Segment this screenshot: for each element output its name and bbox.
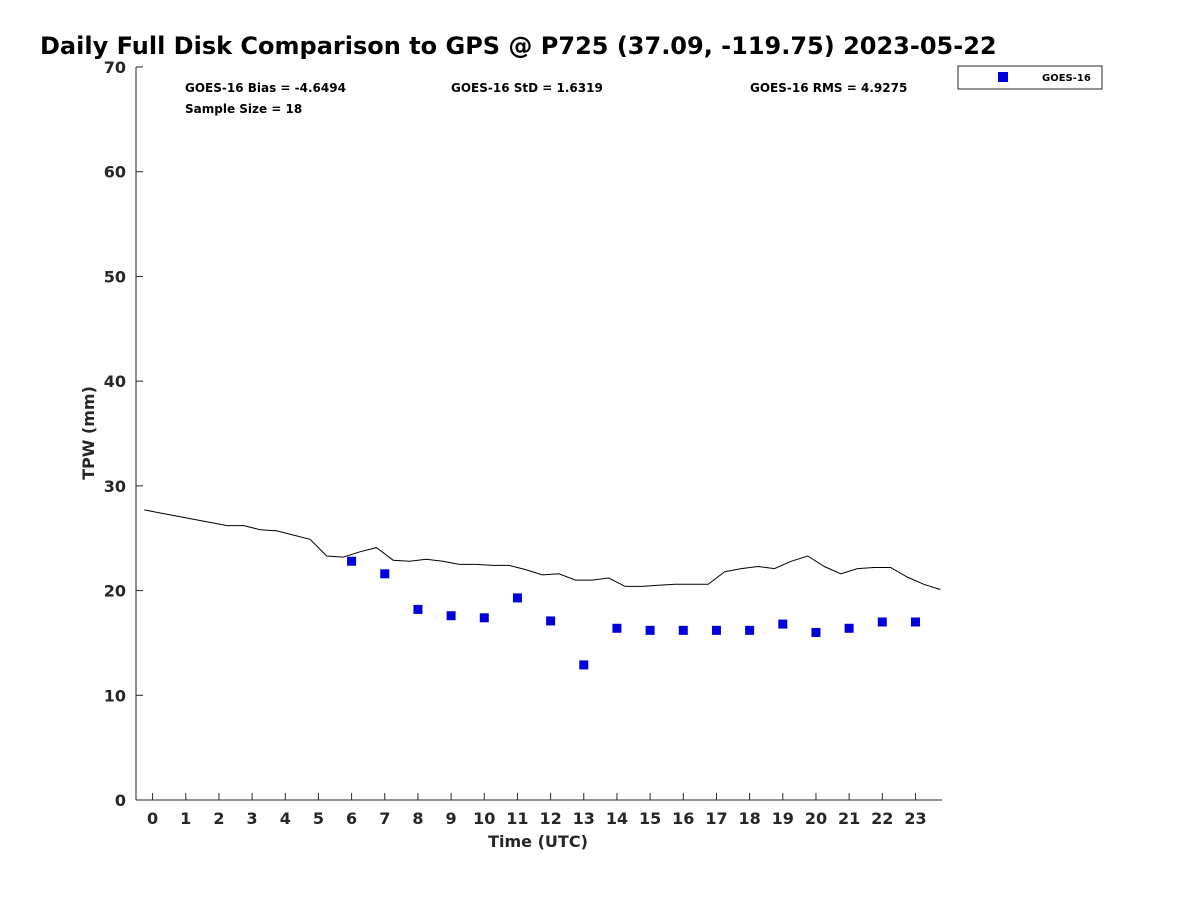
chart-title: Daily Full Disk Comparison to GPS @ P725…: [40, 32, 997, 60]
y-axis-label: TPW (mm): [79, 386, 98, 480]
y-tick-label: 40: [104, 372, 126, 391]
x-tick-label: 22: [871, 809, 893, 828]
legend: GOES-16: [957, 65, 1103, 90]
x-tick-label: 18: [738, 809, 760, 828]
legend-marker-goes16: [998, 72, 1008, 82]
rms-stat: GOES-16 RMS = 4.9275: [750, 81, 907, 95]
x-tick-label: 13: [573, 809, 595, 828]
std-stat: GOES-16 StD = 1.6319: [451, 81, 603, 95]
x-tick-label: 9: [446, 809, 457, 828]
x-axis-label: Time (UTC): [488, 832, 588, 851]
x-tick-label: 4: [280, 809, 291, 828]
goes16-point: [910, 617, 920, 627]
goes16-point: [512, 593, 522, 603]
y-tick-label: 10: [104, 686, 126, 705]
x-tick-label: 15: [639, 809, 661, 828]
x-tick-label: 19: [772, 809, 794, 828]
x-tick-label: 14: [606, 809, 628, 828]
x-tick-label: 3: [247, 809, 258, 828]
goes16-point: [579, 660, 589, 670]
x-tick-label: 1: [180, 809, 191, 828]
legend-label-goes16: GOES-16: [1042, 73, 1091, 84]
x-tick-label: 16: [672, 809, 694, 828]
y-ticks: 0 10 20 30 40 50 60 70: [104, 58, 143, 810]
x-tick-label: 5: [313, 809, 324, 828]
goes16-point: [877, 617, 887, 627]
y-tick-label: 30: [104, 477, 126, 496]
x-tick-label: 17: [705, 809, 727, 828]
bias-stat: GOES-16 Bias = -4.6494: [185, 81, 346, 95]
x-tick-label: 21: [838, 809, 860, 828]
plot-area: [136, 67, 942, 800]
goes16-point: [612, 623, 622, 633]
x-ticks: 0 1 2 3 4 5 6 7 8 9 10 11 12 13 14 15 16 17 18 19 20 21 22 23: [147, 793, 927, 828]
x-tick-label: 23: [904, 809, 926, 828]
goes16-point: [380, 569, 390, 579]
goes16-point: [546, 616, 556, 626]
x-tick-label: 20: [805, 809, 827, 828]
goes16-point: [347, 556, 357, 566]
y-tick-label: 20: [104, 582, 126, 601]
goes16-point: [645, 625, 655, 635]
x-tick-label: 8: [412, 809, 423, 828]
x-tick-label: 12: [539, 809, 561, 828]
goes16-marker-series: [347, 556, 920, 670]
goes16-point: [678, 625, 688, 635]
y-tick-label: 50: [104, 267, 126, 286]
y-tick-label: 70: [104, 58, 126, 77]
y-tick-label: 0: [115, 791, 126, 810]
goes16-point: [778, 619, 788, 629]
x-tick-label: 11: [506, 809, 528, 828]
goes16-point: [745, 625, 755, 635]
legend-box: [957, 65, 1103, 90]
gps-tpw-line: [144, 509, 941, 590]
goes16-point: [811, 627, 821, 637]
x-tick-label: 6: [346, 809, 357, 828]
x-tick-label: 7: [379, 809, 390, 828]
goes16-point: [413, 604, 423, 614]
goes16-point: [446, 611, 456, 621]
sample-size-stat: Sample Size = 18: [185, 102, 302, 116]
x-tick-label: 0: [147, 809, 158, 828]
x-tick-label: 10: [473, 809, 495, 828]
goes16-point: [844, 623, 854, 633]
gps-line-series: [144, 509, 941, 590]
goes16-point: [479, 613, 489, 623]
x-tick-label: 2: [213, 809, 224, 828]
goes16-point: [711, 625, 721, 635]
y-tick-label: 60: [104, 163, 126, 182]
